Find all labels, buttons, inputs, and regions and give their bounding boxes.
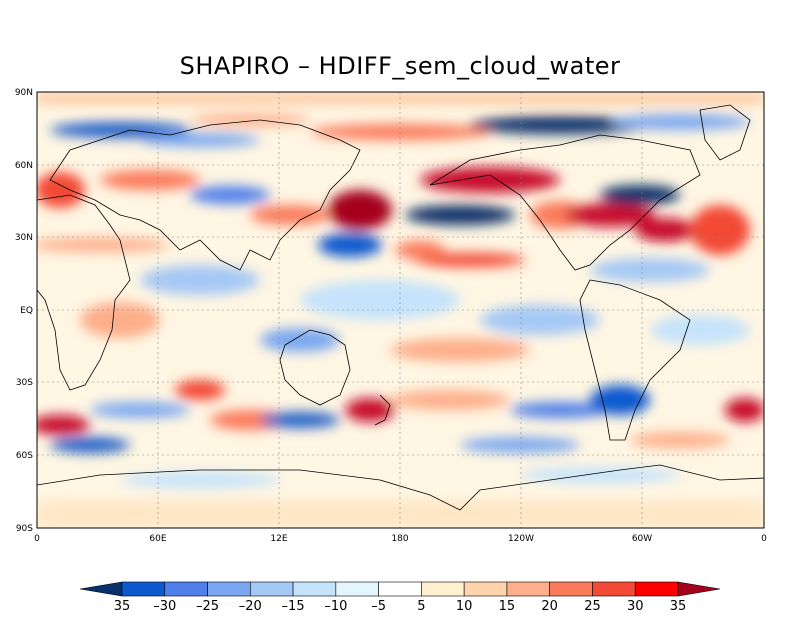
lat-tick: 90S — [16, 524, 33, 534]
colorbar-label: 10 — [456, 599, 473, 614]
lat-tick: 60S — [16, 451, 33, 461]
colorbar-label: 35 — [670, 599, 687, 614]
lon-tick: 60E — [149, 534, 166, 544]
colorbar-swatch — [335, 581, 379, 597]
colorbar: 35 –30 –25 –20 –15 –10 –5 5 10 15 20 25 30 35 — [79, 581, 721, 614]
lat-tick: EQ — [20, 306, 33, 316]
colorbar-label: –20 — [239, 599, 262, 614]
colorbar-swatch — [250, 581, 294, 597]
colorbar-swatch — [463, 581, 508, 597]
colorbar-swatch — [549, 581, 593, 597]
colorbar-swatch — [634, 581, 679, 597]
colorbar-label: –10 — [324, 599, 347, 614]
lon-tick: 12E — [270, 534, 287, 544]
lat-ticks: 90N 60N 30N EQ 30S 60S 90S — [15, 88, 33, 534]
colorbar-label: 15 — [499, 599, 516, 614]
colorbar-label: 35 — [114, 599, 131, 614]
colorbar-label: 5 — [417, 599, 425, 614]
colorbar-swatch — [207, 581, 251, 597]
lon-tick: 60W — [632, 534, 652, 544]
colorbar-swatch — [378, 581, 422, 597]
colorbar-label: –15 — [282, 599, 305, 614]
lat-tick: 90N — [15, 88, 33, 98]
lat-tick: 30N — [15, 233, 33, 243]
map-frame — [36, 91, 765, 529]
lat-tick: 30S — [16, 378, 33, 388]
colorbar-label: –5 — [371, 599, 386, 614]
colorbar-swatch — [592, 581, 636, 597]
colorbar-swatch — [164, 581, 208, 597]
colorbar-label: 30 — [627, 599, 644, 614]
graticule — [37, 92, 764, 528]
lon-tick: 180 — [391, 534, 408, 544]
colorbar-swatch — [421, 581, 465, 597]
colorbar-arrow-high — [677, 581, 721, 597]
lon-tick: 120W — [508, 534, 534, 544]
colorbar-swatch — [292, 581, 337, 597]
colorbar-label: –25 — [196, 599, 219, 614]
colorbar-arrow-low — [79, 581, 123, 597]
lon-tick: 0 — [34, 534, 40, 544]
colorbar-label: –30 — [153, 599, 176, 614]
colorbar-label: 20 — [541, 599, 558, 614]
colorbar-swatch — [121, 581, 166, 597]
plot-title: SHAPIRO – HDIFF_sem_cloud_water — [179, 52, 621, 80]
lon-tick: 0 — [761, 534, 767, 544]
lon-ticks: 0 60E 12E 180 120W 60W 0 — [34, 534, 767, 544]
lat-tick: 60N — [15, 161, 33, 171]
colorbar-swatch — [506, 581, 550, 597]
colorbar-label: 25 — [584, 599, 601, 614]
contour-field — [37, 92, 764, 528]
coastlines — [37, 104, 764, 511]
